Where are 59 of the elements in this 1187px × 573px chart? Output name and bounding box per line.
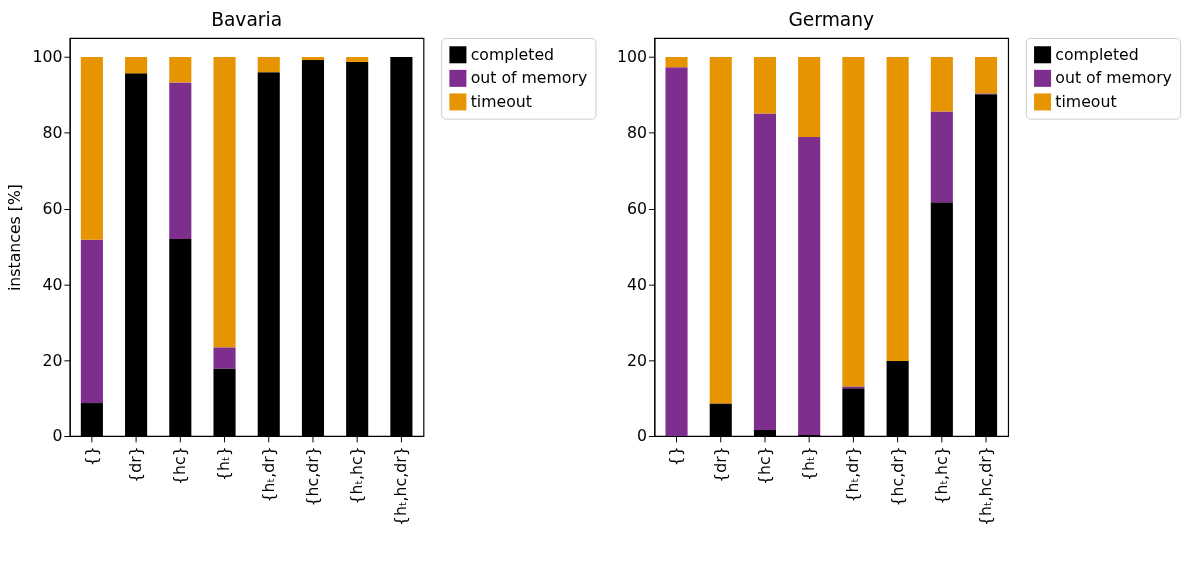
y-tick-label: 80 bbox=[42, 123, 63, 143]
x-tick-label: {hc,dr} bbox=[887, 446, 907, 507]
legend-label: completed bbox=[1055, 44, 1139, 64]
bar bbox=[886, 57, 909, 361]
legend-label: out of memory bbox=[470, 68, 588, 88]
bar bbox=[301, 57, 325, 61]
bar bbox=[798, 136, 821, 435]
y-tick-label: 20 bbox=[42, 350, 63, 370]
x-tick-label: {hₜ,dr} bbox=[843, 446, 863, 503]
x-tick-label: {} bbox=[666, 446, 686, 467]
bar bbox=[753, 57, 777, 114]
y-tick-label: 60 bbox=[627, 199, 648, 219]
x-tick-label: {hₜ,hc} bbox=[931, 446, 951, 505]
y-tick-label: 60 bbox=[42, 199, 63, 219]
legend-label: timeout bbox=[1055, 91, 1117, 111]
y-axis-title: instances [%] bbox=[4, 184, 24, 292]
bar bbox=[930, 111, 953, 203]
bar bbox=[257, 57, 280, 73]
legend-label: completed bbox=[470, 44, 555, 64]
y-tick-label: 100 bbox=[617, 47, 648, 67]
bar bbox=[930, 57, 953, 112]
y-tick-label: 40 bbox=[627, 274, 648, 294]
x-tick-label: {dr} bbox=[710, 446, 730, 483]
bar bbox=[213, 57, 236, 348]
bar bbox=[975, 57, 998, 94]
bar bbox=[665, 57, 688, 68]
x-tick-label: {hc} bbox=[754, 446, 774, 485]
bar bbox=[346, 57, 369, 62]
x-tick-label: {hₜ,hc,dr} bbox=[975, 446, 995, 526]
x-tick-label: {hc,dr} bbox=[302, 446, 322, 507]
y-tick-label: 100 bbox=[32, 47, 63, 67]
y-tick-label: 20 bbox=[627, 350, 648, 370]
x-tick-label: {hₜ,hc,dr} bbox=[391, 446, 411, 526]
bar bbox=[125, 57, 148, 74]
chart-title: Bavaria bbox=[211, 8, 283, 30]
y-tick-label: 0 bbox=[52, 426, 63, 446]
bar bbox=[665, 67, 688, 437]
bar bbox=[169, 82, 192, 239]
chart-title: Germany bbox=[788, 8, 875, 30]
x-tick-label: {hₜ} bbox=[799, 446, 819, 481]
bar bbox=[842, 57, 865, 387]
bar bbox=[753, 113, 777, 430]
y-tick-label: 40 bbox=[42, 274, 63, 294]
x-tick-label: {hc} bbox=[170, 446, 190, 485]
bar bbox=[213, 347, 236, 369]
x-tick-label: {dr} bbox=[126, 446, 146, 483]
y-tick-label: 0 bbox=[637, 426, 648, 446]
x-tick-label: {hₜ} bbox=[214, 446, 234, 481]
legend-label: out of memory bbox=[1055, 68, 1172, 88]
y-tick-label: 80 bbox=[627, 123, 648, 143]
bar bbox=[709, 57, 732, 404]
bar bbox=[798, 57, 821, 137]
legend-label: timeout bbox=[470, 91, 532, 111]
x-tick-label: {} bbox=[81, 446, 101, 467]
x-tick-label: {hₜ,hc} bbox=[347, 446, 367, 505]
bar bbox=[169, 57, 192, 83]
bar bbox=[80, 239, 103, 404]
x-tick-label: {hₜ,dr} bbox=[258, 446, 278, 503]
bar bbox=[80, 57, 103, 240]
